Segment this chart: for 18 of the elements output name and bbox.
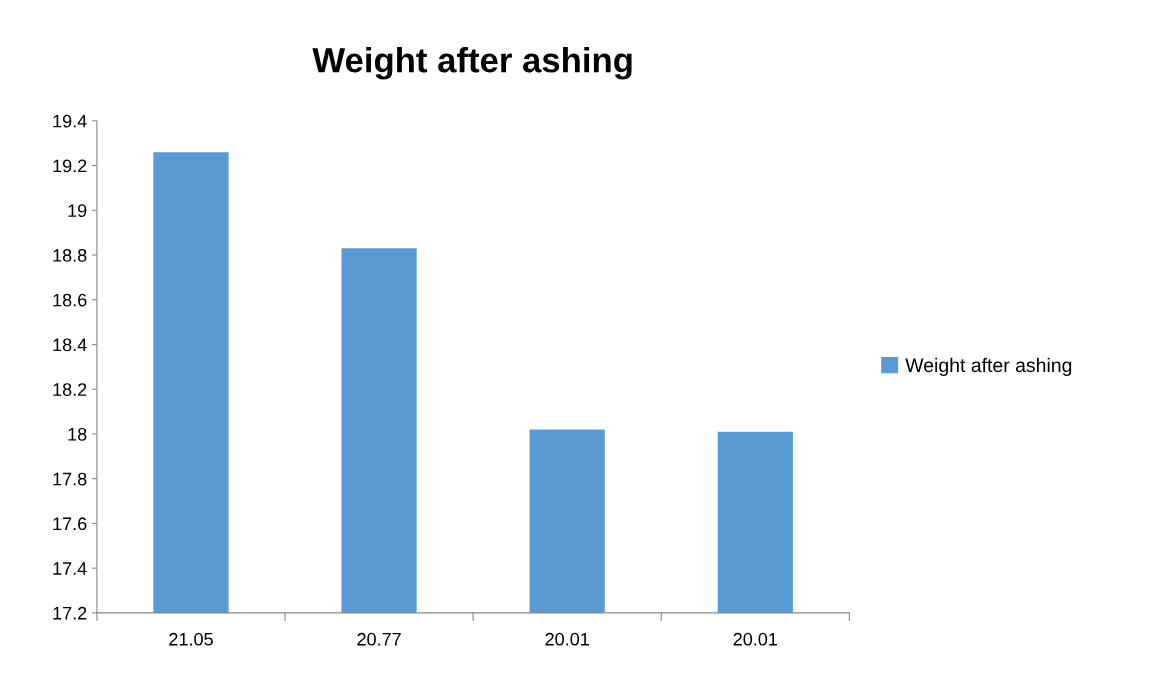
- y-tick-label: 18.6: [53, 293, 87, 307]
- x-tick-label: 21.05: [169, 632, 213, 646]
- y-tick-label: 18.2: [53, 383, 87, 396]
- y-tick-label: 17.4: [53, 562, 87, 575]
- chart-title: Weight after ashing: [312, 47, 632, 80]
- y-tick-label: 19.2: [53, 159, 87, 173]
- x-tick-label: 20.77: [357, 632, 401, 646]
- legend-label: Weight after ashing: [905, 357, 1072, 376]
- y-tick-label: 17.8: [53, 472, 87, 486]
- y-tick-label: 17.2: [53, 606, 87, 620]
- y-tick-label: 18.8: [53, 248, 87, 262]
- y-tick-label: 18.4: [53, 338, 87, 352]
- y-tick-label: 19: [68, 204, 87, 218]
- x-tick-label: 20.01: [733, 632, 778, 646]
- x-tick-label: 20.01: [545, 632, 589, 646]
- y-tick-label: 17.6: [53, 517, 87, 531]
- y-tick-label: 19.4: [53, 114, 87, 128]
- y-tick-label: 18: [68, 427, 87, 441]
